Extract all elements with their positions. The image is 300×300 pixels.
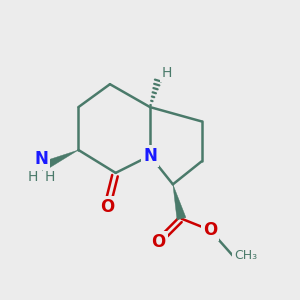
Text: O: O [203,221,217,239]
Polygon shape [173,184,186,220]
Text: N: N [143,147,157,165]
Text: O: O [100,198,114,216]
Text: O: O [152,232,166,250]
Polygon shape [39,150,79,172]
Text: CH₃: CH₃ [234,249,257,262]
Text: H: H [28,170,38,184]
Text: H: H [45,170,55,184]
Text: N: N [34,150,48,168]
Text: H: H [162,66,172,80]
